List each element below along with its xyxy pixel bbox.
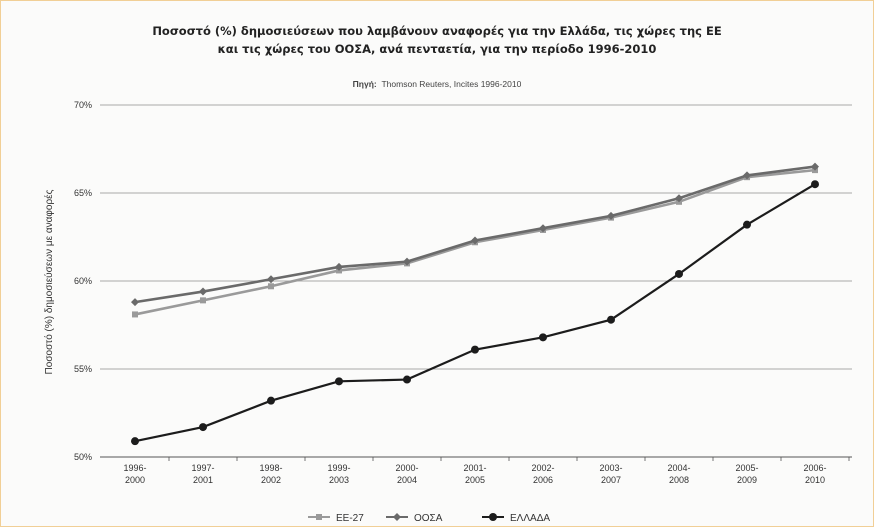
x-tick-label: 2000- — [395, 463, 418, 473]
data-point — [268, 283, 274, 290]
x-axis: 1996- 2000 1997- 2001 1998- 2002 1999- 2003 2000… — [123, 457, 850, 485]
x-tick-label: 2002- — [531, 463, 554, 473]
y-tick-label: 55% — [74, 364, 92, 374]
x-tick-label: 1998- — [259, 463, 282, 473]
legend-marker — [489, 513, 497, 521]
series-layer — [131, 162, 819, 446]
x-tick-label: 1997- — [191, 463, 214, 473]
data-point — [199, 287, 207, 296]
x-tick-label: 2003- — [599, 463, 622, 473]
data-point — [539, 224, 547, 233]
chart-title-line2: και τις χώρες του ΟΟΣΑ, ανά πενταετία, γ… — [217, 42, 657, 56]
source-label: Πηγή: — [352, 79, 377, 89]
data-point — [199, 423, 207, 432]
data-point — [403, 257, 411, 266]
y-tick-label: 65% — [74, 188, 92, 198]
series-2 — [131, 180, 819, 446]
legend: ΕΕ-27 ΟΟΣΑ ΕΛΛΑΔΑ — [308, 513, 550, 524]
data-point — [811, 162, 819, 171]
data-point — [607, 315, 615, 324]
x-tick-label: 2006 — [533, 475, 553, 485]
data-point — [267, 275, 275, 284]
x-tick-label: 2002 — [261, 475, 281, 485]
y-tick-label: 60% — [74, 276, 92, 286]
data-point — [539, 333, 547, 342]
grid-lines — [100, 104, 852, 458]
data-point — [267, 396, 275, 405]
data-point — [811, 180, 819, 189]
data-point — [200, 297, 206, 304]
x-tick-label: 2001 — [193, 475, 213, 485]
x-tick-label: 2009 — [737, 475, 757, 485]
x-tick-label: 2004- — [667, 463, 690, 473]
x-tick-label: 2003 — [329, 475, 349, 485]
x-tick-label: 2006- — [803, 463, 826, 473]
legend-label: ΕΛΛΑΔΑ — [510, 513, 550, 524]
x-tick-label: 2008 — [669, 475, 689, 485]
data-point — [131, 298, 139, 307]
source-text: Thomson Reuters, Incites 1996-2010 — [381, 79, 522, 89]
data-point — [403, 375, 411, 384]
legend-label: ΟΟΣΑ — [414, 513, 443, 524]
y-tick-label: 70% — [74, 100, 92, 110]
series-1 — [131, 162, 819, 307]
x-tick-label: 2001- — [463, 463, 486, 473]
data-point — [607, 211, 615, 220]
chart-title-line1: Ποσοστό (%) δημοσιεύσεων που λαμβάνουν α… — [152, 24, 722, 38]
y-axis: 70% 65% 60% 55% 50% — [74, 100, 92, 462]
series-line — [134, 183, 816, 443]
x-tick-label: 2004 — [397, 475, 417, 485]
data-point — [471, 236, 479, 245]
data-point — [743, 220, 751, 229]
legend-label: ΕΕ-27 — [336, 513, 364, 524]
data-point — [335, 262, 343, 271]
x-tick-label: 2010 — [805, 475, 825, 485]
series-line — [134, 165, 816, 304]
y-axis-label: Ποσοστό (%) δημοσιεύσεων με αναφορές — [43, 189, 55, 374]
data-point — [132, 311, 138, 318]
x-tick-label: 2007 — [601, 475, 621, 485]
x-tick-label: 2005 — [465, 475, 485, 485]
x-tick-label: 2000 — [125, 475, 145, 485]
x-tick-label: 1996- — [123, 463, 146, 473]
data-point — [675, 194, 683, 203]
x-tick-label: 2005- — [735, 463, 758, 473]
data-point — [743, 171, 751, 180]
chart-source: Πηγή: Thomson Reuters, Incites 1996-2010 — [0, 79, 874, 89]
y-tick-label: 50% — [74, 452, 92, 462]
data-point — [675, 269, 683, 278]
data-point — [131, 437, 139, 446]
data-point — [335, 377, 343, 386]
legend-marker — [316, 514, 322, 520]
x-tick-label: 1999- — [327, 463, 350, 473]
legend-marker — [393, 513, 401, 521]
data-point — [471, 345, 479, 354]
